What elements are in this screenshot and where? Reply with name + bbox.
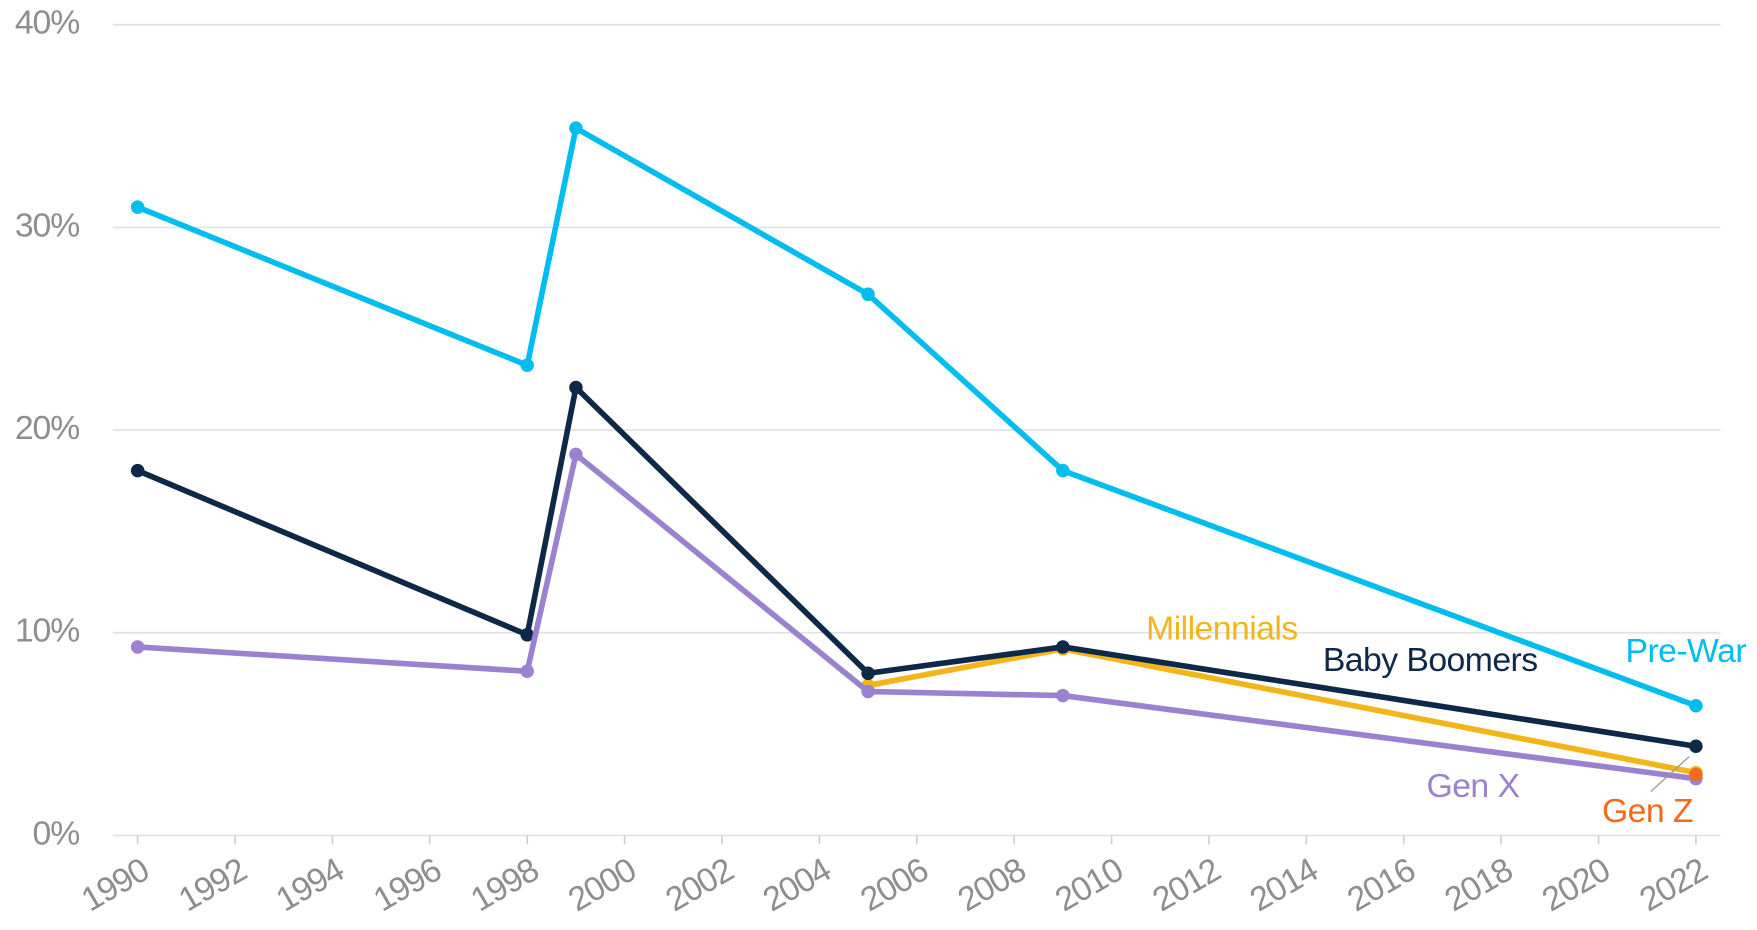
data-point [569, 447, 583, 462]
data-point [1056, 463, 1070, 478]
series-label: Pre-War [1626, 632, 1747, 670]
data-point [130, 640, 145, 654]
data-point [861, 684, 875, 699]
data-point [861, 287, 875, 302]
x-tick-label: 2020 [1536, 851, 1616, 919]
x-tick-label: 1990 [75, 851, 155, 919]
y-tick-label: 20% [15, 409, 79, 447]
y-tick-label: 40% [15, 4, 79, 42]
y-tick-label: 10% [15, 612, 79, 650]
x-tick-label: 2012 [1146, 851, 1226, 919]
x-tick-label: 2010 [1049, 851, 1129, 919]
x-tick-label: 2000 [562, 851, 642, 919]
y-tick-label: 30% [15, 206, 79, 244]
data-point [861, 666, 875, 681]
series-label: Gen Z [1602, 792, 1693, 830]
x-tick-label: 2008 [951, 851, 1031, 919]
series-line [867, 646, 1697, 776]
data-point [1056, 640, 1070, 654]
data-point [569, 121, 583, 135]
series-label: Millennials [1146, 609, 1297, 647]
x-tick-label: 2014 [1244, 851, 1324, 919]
data-point [1689, 698, 1703, 713]
x-tick-label: 1992 [172, 851, 252, 919]
leader-line [1650, 756, 1690, 793]
series-line [136, 125, 1697, 709]
x-tick-label: 1998 [465, 851, 545, 919]
data-point [520, 358, 534, 372]
data-point [520, 664, 534, 679]
x-tick-label: 1996 [367, 851, 447, 919]
x-tick-label: 2018 [1438, 851, 1518, 919]
x-tick-label: 2006 [854, 851, 934, 919]
x-tick-label: 2016 [1341, 851, 1421, 919]
data-point [130, 200, 145, 214]
series-label: Baby Boomers [1323, 641, 1538, 679]
x-tick-label: 2022 [1633, 851, 1713, 919]
data-point [1689, 767, 1703, 782]
series-line [136, 384, 1697, 750]
data-point [1689, 739, 1703, 754]
x-tick-label: 2002 [659, 851, 739, 919]
x-tick-label: 1994 [270, 851, 350, 919]
series-line [137, 451, 1697, 782]
data-point [520, 628, 534, 642]
y-tick-label: 0% [33, 814, 80, 852]
data-point [130, 463, 145, 478]
series-label: Gen X [1427, 767, 1520, 805]
data-point [1056, 688, 1070, 703]
data-point [569, 380, 583, 395]
x-tick-label: 2004 [757, 851, 837, 919]
